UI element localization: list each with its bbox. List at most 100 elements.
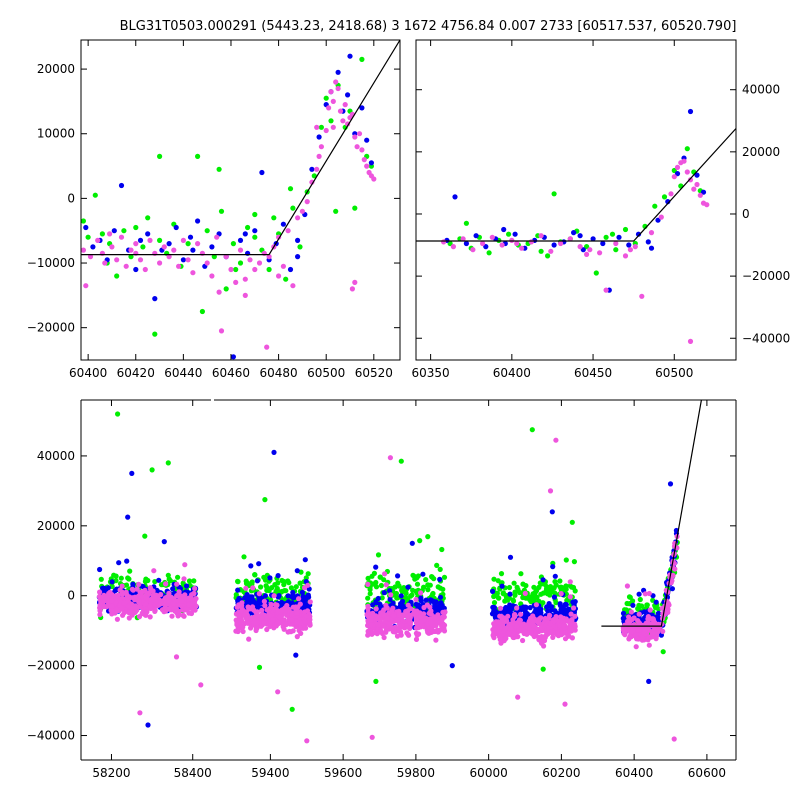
- data-point-green: [549, 589, 555, 595]
- data-point-green: [218, 208, 225, 214]
- data-point-pink: [387, 623, 393, 630]
- data-point-pink: [645, 616, 651, 622]
- x-tick-label: 60200: [542, 766, 580, 780]
- data-point-pink: [132, 594, 138, 600]
- data-point-green: [421, 584, 427, 590]
- data-point-green: [626, 594, 633, 600]
- data-point-blue: [271, 449, 277, 455]
- data-point-pink: [171, 601, 177, 607]
- data-point-pink: [185, 257, 191, 263]
- data-point-blue: [523, 605, 529, 611]
- data-point-pink: [266, 254, 272, 260]
- data-point-pink: [416, 631, 422, 637]
- data-point-green: [517, 589, 523, 596]
- data-point-pink: [382, 571, 388, 577]
- data-point-pink: [114, 616, 120, 622]
- x-tick-label: 60480: [259, 366, 297, 380]
- data-point-pink: [294, 634, 300, 640]
- data-point-blue: [420, 571, 426, 577]
- data-point-blue: [409, 540, 415, 546]
- data-point-blue: [248, 594, 254, 600]
- data-point-pink: [496, 629, 502, 635]
- data-point-blue: [418, 595, 424, 601]
- y-tick-label: 0: [742, 207, 750, 221]
- data-point-green: [158, 582, 165, 588]
- data-point-green: [118, 575, 124, 581]
- data-point-blue: [161, 539, 167, 545]
- data-point-green: [644, 602, 650, 608]
- data-point-pink: [117, 587, 123, 593]
- data-point-pink: [460, 236, 466, 242]
- data-point-green: [399, 589, 405, 595]
- data-point-green: [512, 592, 518, 598]
- data-point-pink: [248, 615, 254, 622]
- data-point-pink: [651, 618, 657, 624]
- data-point-green: [367, 586, 373, 593]
- data-point-pink: [152, 608, 158, 615]
- data-point-blue: [655, 217, 661, 223]
- data-point-pink: [173, 654, 180, 660]
- data-point-pink: [119, 583, 125, 589]
- data-point-pink: [280, 263, 286, 269]
- data-point-blue: [293, 652, 299, 658]
- data-point-blue: [635, 231, 642, 237]
- x-tick-label: 60450: [574, 366, 612, 380]
- data-point-pink: [405, 613, 412, 619]
- data-point-pink: [238, 608, 244, 615]
- data-point-blue: [491, 611, 497, 617]
- data-point-green: [430, 590, 436, 597]
- data-point-pink: [318, 144, 324, 150]
- data-point-green: [262, 577, 269, 583]
- data-point-pink: [137, 257, 144, 263]
- data-point-green: [152, 331, 158, 337]
- data-point-pink: [254, 609, 260, 615]
- data-point-blue: [655, 610, 662, 616]
- data-point-blue: [295, 237, 301, 243]
- data-point-pink: [330, 124, 336, 130]
- data-point-blue: [645, 239, 651, 245]
- axes-frame: [415, 39, 737, 361]
- data-point-pink: [171, 247, 177, 253]
- data-point-blue: [256, 597, 262, 603]
- data-point-pink: [271, 593, 277, 599]
- data-point-pink: [129, 586, 135, 592]
- data-point-pink: [283, 622, 289, 628]
- data-point-blue: [620, 615, 626, 622]
- x-tick-label: 58200: [92, 766, 130, 780]
- data-point-blue: [111, 228, 117, 234]
- data-point-blue: [630, 602, 636, 608]
- data-point-blue: [667, 481, 674, 487]
- data-point-blue: [124, 558, 130, 564]
- data-point-pink: [489, 234, 495, 240]
- data-point-green: [293, 584, 299, 590]
- data-point-green: [506, 584, 513, 591]
- data-point-green: [328, 118, 334, 124]
- data-point-green: [128, 254, 134, 260]
- data-point-green: [496, 595, 502, 601]
- data-point-green: [545, 253, 551, 259]
- data-point-pink: [691, 186, 697, 192]
- data-point-green: [367, 591, 373, 597]
- chart-title: BLG31T0503.000291 (5443.23, 2418.68) 3 1…: [120, 19, 737, 34]
- data-point-pink: [674, 164, 681, 170]
- data-point-blue: [375, 595, 381, 602]
- data-point-pink: [419, 623, 425, 629]
- data-point-pink: [519, 245, 525, 251]
- model-line: [81, 40, 400, 256]
- data-point-pink: [394, 633, 401, 639]
- axes-frame: [80, 39, 401, 361]
- data-point-blue: [287, 266, 294, 273]
- data-point-green: [624, 600, 630, 607]
- data-point-pink: [365, 606, 371, 612]
- data-point-pink: [365, 632, 371, 638]
- data-point-green: [233, 266, 239, 273]
- data-point-pink: [562, 636, 569, 642]
- data-point-pink: [180, 612, 186, 619]
- data-point-pink: [285, 228, 291, 234]
- data-point-pink: [146, 590, 152, 596]
- data-point-pink: [143, 601, 149, 607]
- data-point-blue: [507, 554, 514, 560]
- y-tick-label: 10000: [37, 127, 75, 141]
- data-point-pink: [295, 604, 301, 610]
